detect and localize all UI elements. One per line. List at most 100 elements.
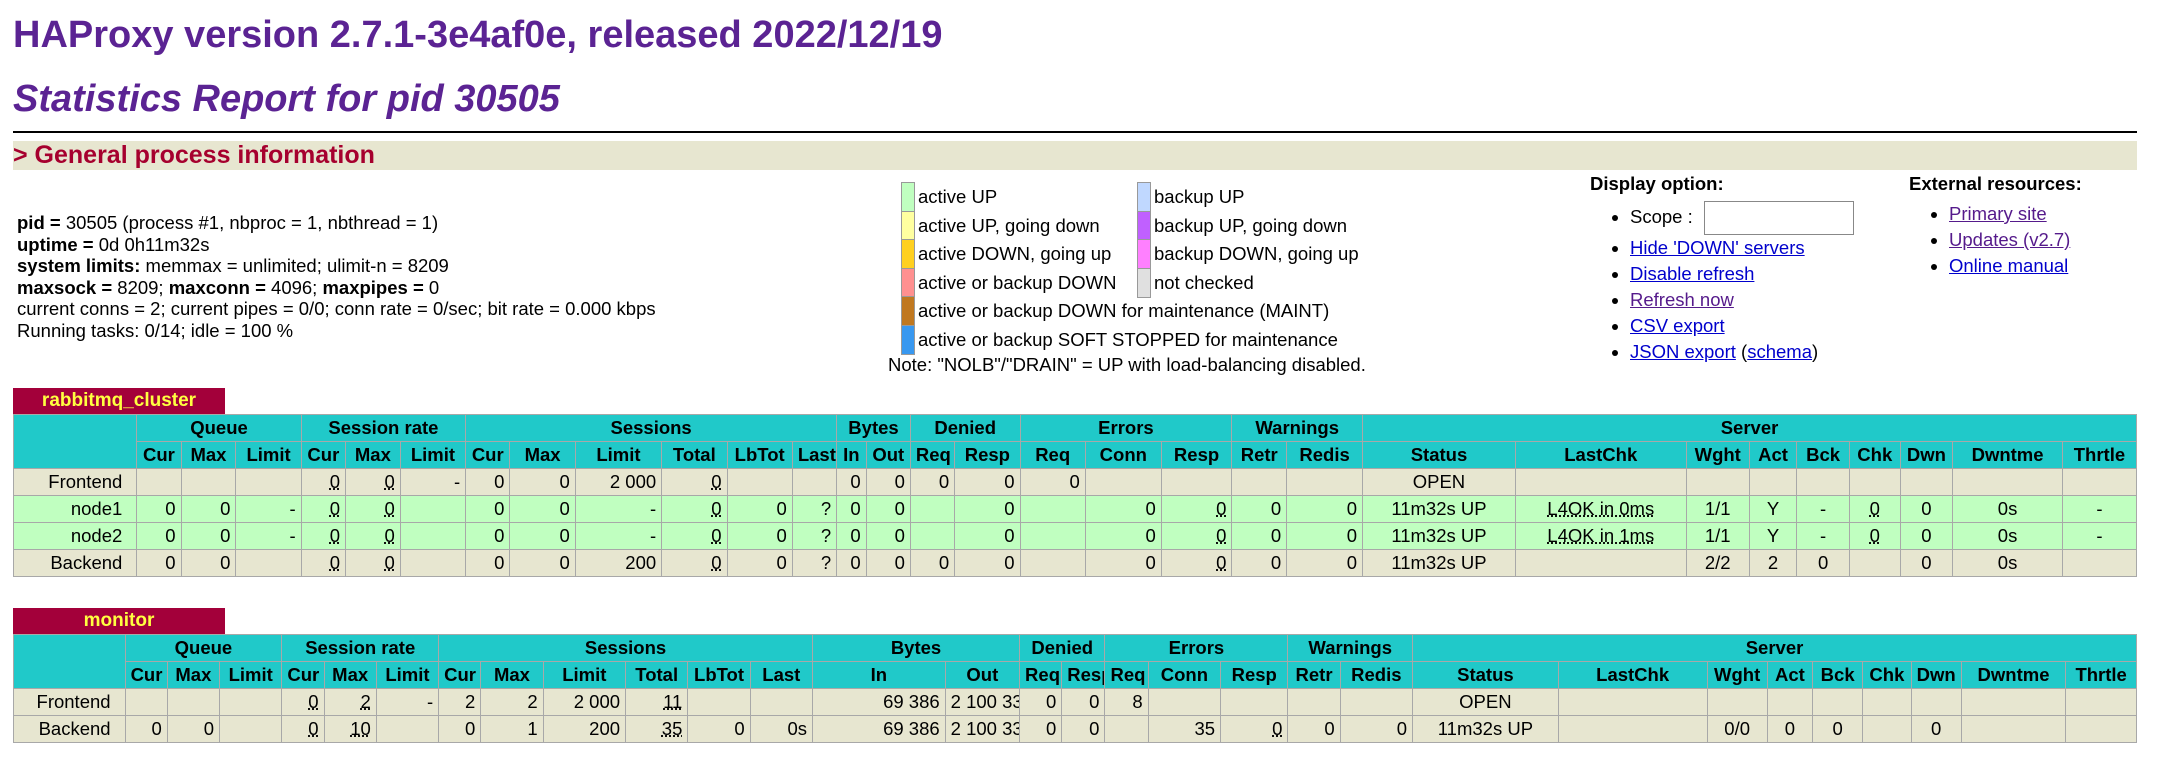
table-cell xyxy=(1104,715,1149,743)
stats-table-rabbitmq-cluster: Queue Session rate Sessions Bytes Denied Erro… xyxy=(12,414,2138,577)
column-header: Last xyxy=(791,441,838,469)
refresh-now-link[interactable]: Refresh now xyxy=(1630,289,1734,310)
column-header: Cur xyxy=(438,661,482,689)
table-cell: 1/1 xyxy=(1685,495,1750,523)
table-cell: 0 xyxy=(1899,522,1954,550)
legend-swatch xyxy=(901,239,915,270)
legend-swatch xyxy=(901,267,915,298)
table-cell: 0 xyxy=(836,522,867,550)
online-manual-link[interactable]: Online manual xyxy=(1949,255,2069,276)
table-cell: 11m32s UP xyxy=(1362,522,1516,550)
table-cell: 0 xyxy=(1796,549,1850,577)
table-cell xyxy=(166,688,221,716)
column-group-header: Denied xyxy=(909,414,1021,442)
table-cell xyxy=(1848,468,1901,496)
table-cell xyxy=(1514,549,1687,577)
table-cell xyxy=(136,468,182,496)
table-row: Backend 0 0 0 0 0 0 200 0 0? 0 0 0 0 0 0 0 0 11m32s UP 2/2 2… xyxy=(12,549,2138,577)
schema-link[interactable]: schema xyxy=(1747,341,1812,362)
table-cell xyxy=(1339,688,1414,716)
cell-value: 11 xyxy=(663,691,683,712)
table-cell: 2 100 336 xyxy=(944,715,1021,743)
table-cell: - xyxy=(2061,495,2138,523)
table-cell: - xyxy=(574,522,663,550)
column-group-header: Queue xyxy=(124,634,283,662)
row-name[interactable]: Frontend xyxy=(12,468,138,496)
column-header: Last xyxy=(749,661,813,689)
table-cell xyxy=(1706,688,1768,716)
disable-refresh-link[interactable]: Disable refresh xyxy=(1630,263,1755,284)
table-cell: 0 xyxy=(909,549,956,577)
updates-link[interactable]: Updates (v2.7) xyxy=(1949,229,2071,250)
table-cell xyxy=(726,468,793,496)
column-header: Thrtle xyxy=(2065,661,2137,689)
pid-value: 30505 (process #1, nbproc = 1, nbthread … xyxy=(65,212,439,233)
table-cell: ? xyxy=(791,522,838,550)
column-header: Req xyxy=(1104,661,1149,689)
cell-value: 0 xyxy=(1869,498,1880,519)
system-limits-label: system limits: xyxy=(17,255,141,276)
legend-label: active or backup DOWN for maintenance (M… xyxy=(918,300,1330,322)
table-cell: OPEN xyxy=(1362,468,1516,496)
table-cell: 0 xyxy=(1231,495,1288,523)
table-cell xyxy=(1848,549,1901,577)
hide-down-servers-link[interactable]: Hide 'DOWN' servers xyxy=(1630,237,1805,258)
maxconn-value: 4096; xyxy=(271,276,323,298)
table-cell: 0 xyxy=(136,549,182,577)
cell-value: 0 xyxy=(384,525,395,546)
column-header: Cur xyxy=(465,441,511,469)
uptime-value: 0d 0h11m32s xyxy=(98,233,210,255)
table-cell: - xyxy=(574,495,663,523)
table-cell: 2 100 336 xyxy=(944,688,1021,716)
column-header: Retr xyxy=(1231,441,1288,469)
table-cell: 0 xyxy=(661,495,728,523)
table-cell: 35 xyxy=(1147,715,1222,743)
json-export-link[interactable]: JSON export xyxy=(1630,341,1736,362)
table-cell: 0s xyxy=(1952,495,2063,523)
scope-input[interactable] xyxy=(1703,201,1854,235)
column-header: Wght xyxy=(1706,661,1768,689)
table-cell: 0 xyxy=(509,495,576,523)
table-cell xyxy=(1231,468,1288,496)
primary-site-link[interactable]: Primary site xyxy=(1949,203,2047,224)
row-name[interactable]: Backend xyxy=(12,549,138,577)
row-name[interactable]: Frontend xyxy=(13,688,126,716)
table-cell: 0 xyxy=(909,468,956,496)
row-name[interactable]: node2 xyxy=(12,522,138,550)
proxy-name-rabbitmq-cluster[interactable]: rabbitmq_cluster xyxy=(13,388,225,414)
maxsock-value: 8209; xyxy=(117,276,169,298)
column-header: Cur xyxy=(124,661,168,689)
table-cell: 0 xyxy=(1899,495,1954,523)
table-cell xyxy=(235,468,302,496)
column-header: LbTot xyxy=(726,441,793,469)
proxy-name-monitor[interactable]: monitor xyxy=(13,608,225,634)
table-cell xyxy=(909,522,956,550)
column-header: Max xyxy=(166,661,221,689)
row-name[interactable]: node1 xyxy=(12,495,138,523)
column-group-header: Bytes xyxy=(811,634,1021,662)
column-group-header: Sessions xyxy=(438,634,813,662)
column-group-header: Session rate xyxy=(300,414,467,442)
table-cell xyxy=(399,522,467,550)
page-subtitle: Statistics Report for pid 30505 xyxy=(13,78,560,120)
cell-value: 0 xyxy=(384,552,395,573)
table-cell: 0 xyxy=(1848,495,1901,523)
scope-item: Scope : xyxy=(1630,201,1854,235)
column-header: Act xyxy=(1748,441,1798,469)
table-cell: 0 xyxy=(1287,715,1341,743)
table-cell xyxy=(1514,468,1687,496)
csv-export-link[interactable]: CSV export xyxy=(1630,315,1725,336)
row-name[interactable]: Backend xyxy=(13,715,126,743)
table-cell: 35 xyxy=(625,715,689,743)
table-cell xyxy=(2065,688,2137,716)
table-cell: 0 xyxy=(836,468,867,496)
table-cell: 0 xyxy=(687,715,751,743)
table-cell xyxy=(1812,688,1864,716)
table-cell: 69 386 xyxy=(811,715,946,743)
table-cell: 2 000 xyxy=(542,688,627,716)
table-cell: 0 xyxy=(661,468,728,496)
column-group-header: Queue xyxy=(136,414,302,442)
table-cell: 0 xyxy=(726,549,793,577)
table-cell: 0 xyxy=(1339,715,1414,743)
column-header: Dwntme xyxy=(1960,661,2067,689)
